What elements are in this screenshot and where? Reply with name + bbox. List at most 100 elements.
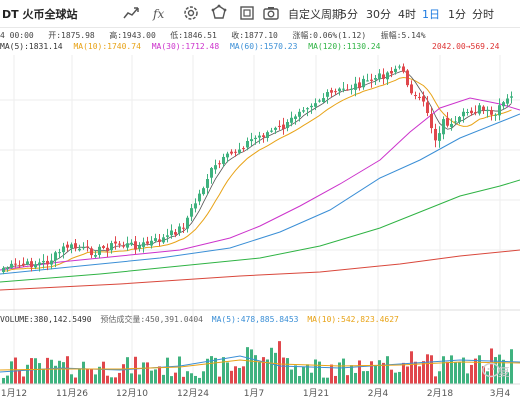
x-axis-labels: 1月12 11月26 12月10 12月24 1月7 1月21 2月4 2月18… xyxy=(0,386,520,400)
candle-body xyxy=(306,108,309,110)
volume-legend: VOLUME:380,142.5490 预估成交量:450,391.0404 M… xyxy=(0,314,403,325)
camera-icon[interactable] xyxy=(262,4,280,22)
volume-bar xyxy=(414,361,417,384)
chart-type-icon[interactable] xyxy=(122,4,140,22)
candle-body xyxy=(250,139,253,142)
volume-bar xyxy=(258,361,261,384)
candle-body xyxy=(402,66,405,72)
volume-bar xyxy=(202,371,205,384)
volume-bar xyxy=(246,347,249,384)
volume-bar xyxy=(430,355,433,384)
candle-body xyxy=(126,243,129,248)
tab-5m[interactable]: 5分 xyxy=(340,8,358,21)
volume-bar xyxy=(278,341,281,384)
volume-bar xyxy=(110,377,113,384)
volume-bar xyxy=(438,371,441,384)
candle-body xyxy=(466,112,469,114)
x-label: 11月26 xyxy=(56,389,88,399)
volume-bar xyxy=(422,361,425,384)
candle-body xyxy=(186,217,189,229)
volume-bar xyxy=(342,358,345,384)
candle-body xyxy=(430,114,433,129)
candle-body xyxy=(198,193,201,202)
period-selector[interactable]: 自定义周期 xyxy=(288,8,343,21)
tab-1d[interactable]: 1日 xyxy=(422,8,440,21)
candle-body xyxy=(46,260,49,265)
volume-bar xyxy=(306,364,309,384)
candle-body xyxy=(462,111,465,117)
candle-body xyxy=(98,246,101,255)
volume-bar xyxy=(406,366,409,384)
volume-bar xyxy=(206,358,209,384)
candle-body xyxy=(174,232,177,235)
candle-body xyxy=(442,119,445,135)
volume-bar xyxy=(262,357,265,384)
candle-body xyxy=(106,247,109,251)
volume-bar xyxy=(162,374,165,384)
candle-body xyxy=(474,112,477,114)
tab-timeshare[interactable]: 分时 xyxy=(472,8,494,21)
volume-bar xyxy=(426,354,429,384)
settings-icon[interactable] xyxy=(182,4,200,22)
volume-bar xyxy=(378,360,381,384)
candle-body xyxy=(282,124,285,130)
candle-body xyxy=(346,89,349,91)
candle-body xyxy=(354,83,357,90)
tab-4h[interactable]: 4时 xyxy=(398,8,416,21)
volume-bar xyxy=(446,361,449,384)
amplitude-label: 振幅: xyxy=(380,31,402,40)
volume-bar xyxy=(34,358,37,384)
tab-30m[interactable]: 30分 xyxy=(366,8,391,21)
candle-body xyxy=(286,122,289,128)
volume-bar xyxy=(142,362,145,384)
candle-body xyxy=(6,267,9,269)
candle-body xyxy=(362,78,365,88)
volume-bar xyxy=(62,362,65,384)
candle-body xyxy=(142,242,145,247)
candle-body xyxy=(238,149,241,153)
candles xyxy=(2,63,513,275)
volume-bar xyxy=(2,377,5,384)
candle-body xyxy=(118,243,121,245)
candle-body xyxy=(310,105,313,108)
volume-bar xyxy=(442,356,445,384)
tab-1m[interactable]: 1分 xyxy=(448,8,466,21)
candle-body xyxy=(194,203,197,209)
candle-body xyxy=(90,248,93,256)
candle-body xyxy=(242,148,245,150)
fullscreen-icon[interactable] xyxy=(238,4,256,22)
candle-body xyxy=(350,88,353,90)
indicator-icon[interactable]: fx xyxy=(152,4,170,22)
volume-bar xyxy=(346,375,349,384)
candle-body xyxy=(10,263,13,268)
volume-bar xyxy=(54,365,57,384)
candle-body xyxy=(210,168,213,178)
candle-body xyxy=(382,74,385,79)
candle-body xyxy=(226,153,229,158)
candle-body xyxy=(190,208,193,217)
candle-body xyxy=(322,98,325,103)
open-label: 开: xyxy=(48,31,62,40)
volume-bar xyxy=(26,364,29,384)
volume-bar xyxy=(298,375,301,384)
candle-body xyxy=(110,243,113,251)
volume-bar xyxy=(454,361,457,384)
x-label: 12月24 xyxy=(177,389,209,399)
candle-body xyxy=(138,245,141,249)
candle-body xyxy=(58,252,61,254)
candle-body xyxy=(450,123,453,127)
volume-bar xyxy=(230,370,233,384)
shape-drawing-icon[interactable] xyxy=(210,4,228,22)
candle-body xyxy=(490,109,493,115)
volume-bar xyxy=(10,361,13,384)
candle-body xyxy=(262,135,265,138)
candle-body xyxy=(270,130,273,132)
volume-bar xyxy=(254,355,257,384)
volume-bar xyxy=(286,358,289,384)
candle-body xyxy=(86,246,89,248)
volume-bar xyxy=(350,365,353,384)
candle-body xyxy=(182,227,185,229)
candle-body xyxy=(314,103,317,107)
volume-bar xyxy=(310,372,313,384)
